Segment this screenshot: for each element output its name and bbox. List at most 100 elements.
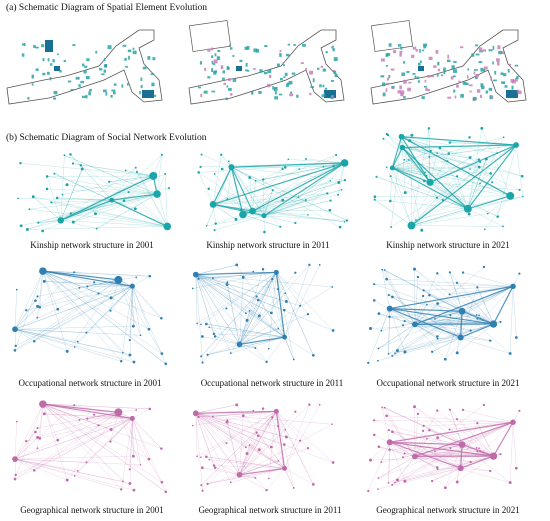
network-node [211, 277, 214, 280]
network-node [477, 158, 481, 161]
network-edge [212, 416, 285, 469]
spatial-element [230, 93, 233, 96]
network-edge [442, 199, 468, 210]
network-edge [388, 442, 390, 483]
network-node [448, 293, 451, 296]
network-node [207, 187, 210, 190]
network-edge [213, 333, 285, 338]
spatial-element [426, 89, 431, 91]
spatial-element [291, 72, 296, 75]
spatial-element [88, 91, 92, 96]
spatial-element [465, 82, 469, 86]
network-node [94, 212, 97, 216]
network-edge [42, 403, 166, 492]
spatial-element [504, 85, 508, 88]
network-edge [258, 411, 277, 436]
network-node [273, 408, 279, 414]
network-edge [497, 144, 517, 217]
spatial-element [309, 92, 312, 96]
network-node [391, 295, 394, 299]
spatial-element [216, 56, 220, 60]
network-node [328, 208, 332, 212]
spatial-element [514, 64, 519, 67]
network-edge [44, 413, 133, 419]
network-edge [37, 279, 119, 297]
network-edge [34, 286, 133, 342]
network-edge [195, 274, 240, 345]
network-edge [512, 422, 517, 469]
network-edge [42, 403, 122, 490]
network-edge [206, 323, 285, 338]
network-edge [263, 162, 345, 180]
geographical-network-2021 [367, 403, 521, 493]
caption-occupational-2001: Occupational network structure in 2001 [18, 378, 162, 388]
network-edge [430, 182, 520, 191]
network-edge [111, 188, 169, 201]
network-node [343, 221, 346, 223]
network-edge [109, 175, 154, 183]
network-node [39, 400, 47, 408]
network-node [213, 466, 217, 469]
network-node [338, 225, 342, 229]
network-node [28, 208, 31, 211]
spatial-element [501, 51, 505, 55]
spatial-element [204, 67, 207, 72]
spatial-element [386, 52, 391, 56]
network-edge [414, 406, 463, 445]
network-edge-strong [389, 308, 494, 325]
network-node [271, 416, 274, 419]
network-edge [239, 272, 277, 345]
network-edge [432, 337, 461, 352]
network-edge [268, 272, 277, 349]
network-node [196, 322, 198, 325]
network-node [401, 324, 405, 327]
network-edge [195, 274, 285, 338]
network-edge [118, 279, 163, 354]
network-edge [449, 409, 494, 457]
network-edge [414, 456, 438, 468]
network-node [331, 329, 335, 332]
network-node [129, 283, 135, 289]
spatial-element [35, 68, 39, 72]
network-node [345, 219, 349, 222]
network-node [476, 317, 479, 320]
network-node [265, 360, 268, 364]
network-edge-strong [461, 444, 494, 457]
spatial-element [150, 73, 155, 75]
spatial-element [475, 44, 478, 47]
network-edge-strong [42, 270, 119, 281]
spatial-element [267, 69, 272, 74]
network-edge [266, 337, 285, 363]
network-edge-strong [391, 136, 403, 169]
network-edge [378, 313, 415, 325]
network-edge [467, 137, 504, 209]
network-node [225, 442, 228, 445]
spatial-element [282, 64, 285, 67]
spatial-element [447, 54, 450, 59]
spatial-element [82, 63, 85, 67]
network-edge [239, 277, 244, 345]
network-edge [96, 193, 158, 229]
network-edge [62, 175, 154, 195]
network-node [71, 162, 75, 165]
network-edge [111, 167, 136, 201]
network-edge [14, 421, 17, 460]
spatial-element [279, 53, 282, 57]
network-edge [437, 410, 494, 457]
network-node [398, 133, 405, 140]
network-edge [390, 175, 468, 210]
network-node [510, 419, 516, 425]
network-node [387, 352, 390, 355]
network-node [383, 406, 386, 409]
network-node [127, 191, 130, 194]
network-edge [374, 199, 412, 226]
network-edge [44, 413, 133, 419]
spatial-element [75, 76, 80, 80]
caption-kinship-2001: Kinship network structure in 2001 [30, 240, 154, 250]
network-edge [195, 274, 228, 283]
network-node [381, 406, 384, 409]
spatial-element [199, 61, 203, 65]
network-edge [388, 308, 390, 354]
network-edge [388, 294, 461, 338]
spatial-element [110, 94, 113, 98]
